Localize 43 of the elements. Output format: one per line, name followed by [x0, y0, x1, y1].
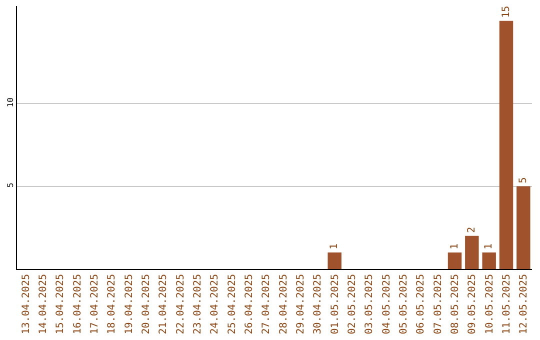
x-tick-label: 12.05.2025	[518, 274, 530, 334]
x-tick-label: 05.05.2025	[398, 274, 410, 334]
x-tick-label: 07.05.2025	[432, 274, 444, 334]
x-tick-label: 20.04.2025	[141, 274, 152, 334]
x-tick-label: 01.05.2025	[330, 274, 341, 334]
x-tick-label: 09.05.2025	[467, 274, 478, 334]
x-tick-label: 25.04.2025	[226, 274, 238, 334]
x-tick-label: 13.04.2025	[20, 274, 32, 334]
x-tick-label: 14.04.2025	[38, 274, 49, 334]
x-tick-label: 26.04.2025	[244, 274, 255, 334]
x-tick-label: 30.04.2025	[312, 274, 324, 334]
x-tick-label: 15.04.2025	[55, 274, 66, 334]
x-tick-label: 17.04.2025	[90, 274, 100, 334]
x-tick-label: 03.05.2025	[364, 274, 376, 334]
bar	[516, 186, 530, 269]
y-tick-label: 10	[6, 97, 15, 108]
x-tick-label: 11.05.2025	[502, 274, 512, 334]
bar	[482, 252, 496, 269]
bar	[499, 20, 514, 269]
data-label: 2	[466, 226, 478, 233]
x-tick-label: 02.05.2025	[347, 274, 358, 334]
x-tick-label: 04.05.2025	[381, 274, 392, 334]
x-tick-label: 23.04.2025	[192, 274, 204, 334]
data-label: 5	[518, 177, 529, 184]
x-tick-label: 19.04.2025	[124, 274, 135, 334]
bar	[448, 252, 462, 269]
x-tick-label: 10.05.2025	[484, 274, 496, 334]
data-label: 1	[449, 243, 460, 250]
x-tick-label: 21.04.2025	[158, 274, 170, 334]
x-tick-label: 28.04.2025	[278, 274, 290, 334]
x-tick-label: 06.05.2025	[416, 274, 427, 334]
data-label: 1	[484, 243, 495, 250]
data-label: 15	[500, 6, 512, 18]
x-tick-label: 24.04.2025	[210, 274, 221, 334]
x-tick-label: 18.04.2025	[106, 274, 118, 334]
x-tick-label: 27.04.2025	[261, 274, 272, 334]
x-tick-label: 29.04.2025	[296, 274, 306, 334]
bar	[465, 236, 479, 269]
data-label: 1	[329, 243, 340, 250]
x-tick-label: 22.04.2025	[175, 274, 186, 334]
x-tick-label: 16.04.2025	[72, 274, 84, 334]
bar	[328, 252, 342, 269]
x-tick-label: 08.05.2025	[450, 274, 461, 334]
